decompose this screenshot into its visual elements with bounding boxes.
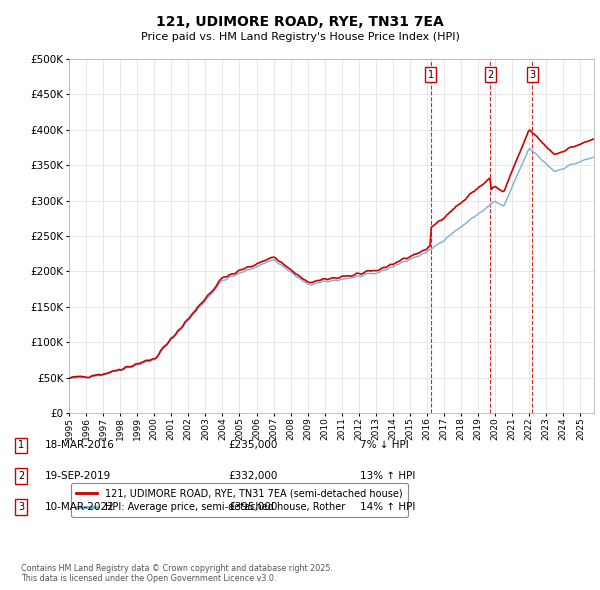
Text: 121, UDIMORE ROAD, RYE, TN31 7EA: 121, UDIMORE ROAD, RYE, TN31 7EA bbox=[156, 15, 444, 29]
Text: Contains HM Land Registry data © Crown copyright and database right 2025.
This d: Contains HM Land Registry data © Crown c… bbox=[21, 563, 333, 583]
Text: £235,000: £235,000 bbox=[228, 441, 277, 450]
Text: £332,000: £332,000 bbox=[228, 471, 277, 481]
Text: 2: 2 bbox=[487, 70, 493, 80]
Text: 3: 3 bbox=[529, 70, 536, 80]
Text: 3: 3 bbox=[18, 502, 24, 512]
Text: 2: 2 bbox=[18, 471, 24, 481]
Text: £395,000: £395,000 bbox=[228, 502, 277, 512]
Text: 13% ↑ HPI: 13% ↑ HPI bbox=[360, 471, 415, 481]
Text: 14% ↑ HPI: 14% ↑ HPI bbox=[360, 502, 415, 512]
Text: 7% ↓ HPI: 7% ↓ HPI bbox=[360, 441, 409, 450]
Legend: 121, UDIMORE ROAD, RYE, TN31 7EA (semi-detached house), HPI: Average price, semi: 121, UDIMORE ROAD, RYE, TN31 7EA (semi-d… bbox=[71, 483, 408, 517]
Text: 10-MAR-2022: 10-MAR-2022 bbox=[45, 502, 115, 512]
Text: 18-MAR-2016: 18-MAR-2016 bbox=[45, 441, 115, 450]
Text: 1: 1 bbox=[18, 441, 24, 450]
Text: 19-SEP-2019: 19-SEP-2019 bbox=[45, 471, 111, 481]
Text: 1: 1 bbox=[427, 70, 434, 80]
Text: Price paid vs. HM Land Registry's House Price Index (HPI): Price paid vs. HM Land Registry's House … bbox=[140, 32, 460, 42]
